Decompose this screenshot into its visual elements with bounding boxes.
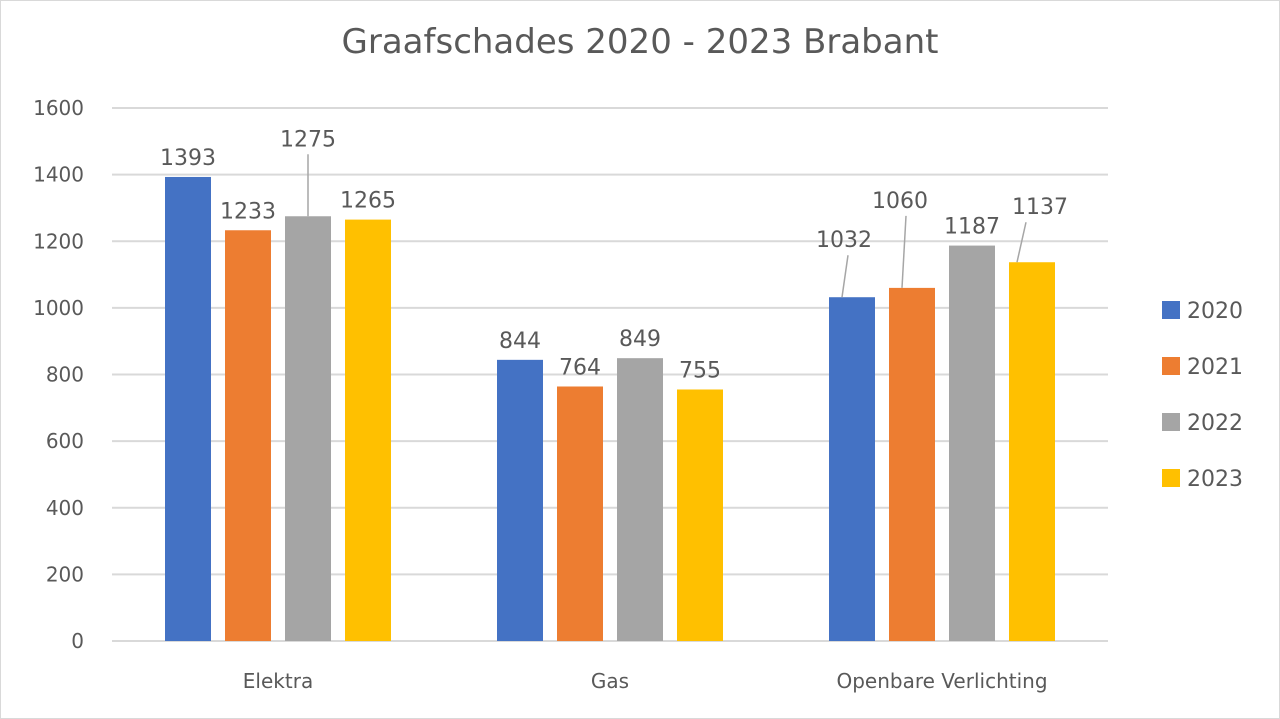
bar-2023 — [677, 389, 723, 641]
bar-2021 — [889, 287, 935, 641]
gridlines — [112, 107, 1108, 642]
legend-swatch-2023 — [1162, 469, 1180, 487]
leader-line — [841, 255, 849, 298]
data-label: 1187 — [944, 215, 1000, 240]
y-tick-label: 1400 — [33, 163, 84, 187]
leader-line — [901, 215, 907, 288]
chart-title: Graafschades 2020 - 2023 Brabant — [342, 22, 939, 62]
legend-label: 2022 — [1187, 411, 1243, 436]
bar-2023 — [1009, 262, 1055, 641]
legend-swatch-2022 — [1162, 413, 1180, 431]
data-label: 1032 — [816, 228, 872, 253]
legend-swatch-2020 — [1162, 301, 1180, 319]
data-label: 1275 — [280, 127, 336, 152]
bar-2022 — [949, 245, 995, 641]
legend-label: 2020 — [1187, 299, 1243, 324]
bar-2020 — [165, 176, 211, 641]
leader-line — [1016, 222, 1027, 263]
axis-labels: 0 200 400 600 800 1000 1200 1400 1600 Elektra Gas O… — [33, 96, 1047, 693]
legend-label: 2021 — [1187, 355, 1243, 380]
legend-swatch-2021 — [1162, 357, 1180, 375]
y-tick-label: 1600 — [33, 96, 84, 120]
data-label: 1060 — [872, 189, 928, 214]
bar-2020 — [829, 297, 875, 641]
legend-label: 2023 — [1187, 467, 1243, 492]
y-tick-label: 800 — [46, 363, 84, 387]
data-label: 849 — [619, 327, 661, 352]
y-tick-label: 600 — [46, 429, 84, 453]
bar-2022 — [285, 216, 331, 641]
legend: 2020 2021 2022 2023 — [1162, 299, 1243, 492]
bar-2020 — [497, 359, 543, 641]
data-label: 1393 — [160, 146, 216, 171]
bar-2022 — [617, 358, 663, 641]
y-tick-label: 200 — [46, 562, 84, 586]
x-tick-label: Gas — [591, 669, 629, 693]
x-tick-label: Openbare Verlichting — [836, 669, 1047, 693]
bars — [165, 176, 1055, 642]
y-tick-label: 1200 — [33, 229, 84, 253]
data-label: 844 — [499, 329, 541, 354]
bar-2021 — [225, 230, 271, 641]
bar-2023 — [345, 219, 391, 642]
y-tick-label: 0 — [71, 629, 84, 653]
data-label: 1137 — [1012, 195, 1068, 220]
x-tick-label: Elektra — [243, 669, 313, 693]
data-label: 755 — [679, 358, 721, 383]
data-label: 1233 — [220, 199, 276, 224]
bar-2021 — [557, 386, 603, 641]
data-label: 1265 — [340, 189, 396, 214]
data-label: 764 — [559, 355, 601, 380]
y-tick-label: 400 — [46, 496, 84, 520]
y-tick-label: 1000 — [33, 296, 84, 320]
